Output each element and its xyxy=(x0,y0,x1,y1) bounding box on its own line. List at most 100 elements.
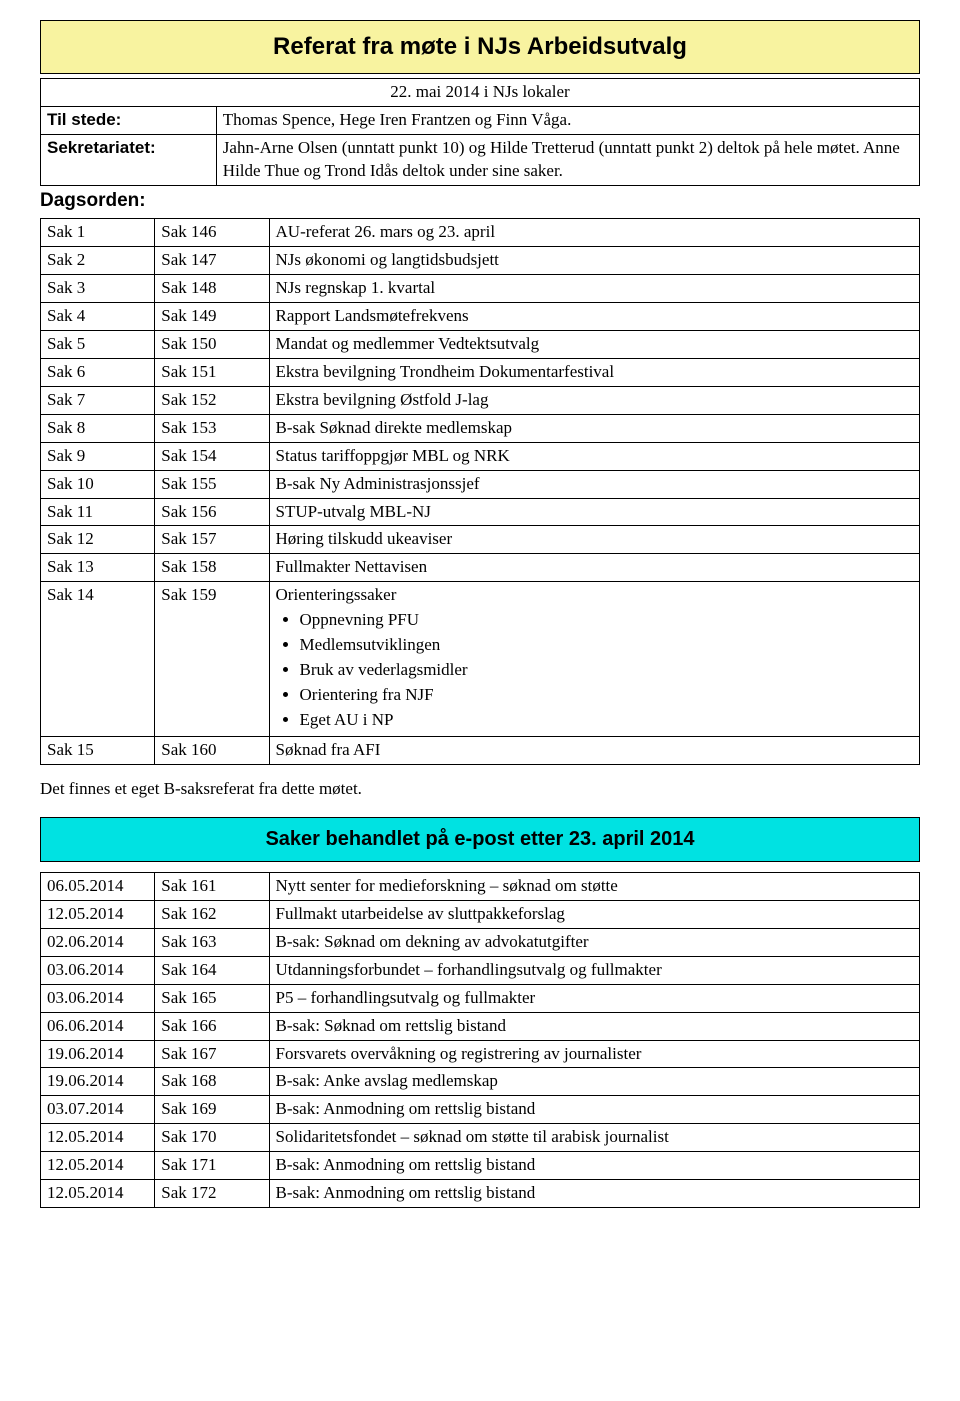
email-desc: Forsvarets overvåkning og registrering a… xyxy=(269,1040,919,1068)
email-desc: Fullmakt utarbeidelse av sluttpakkeforsl… xyxy=(269,900,919,928)
table-row: 03.07.2014Sak 169B-sak: Anmodning om ret… xyxy=(41,1096,920,1124)
email-date: 19.06.2014 xyxy=(41,1040,155,1068)
agenda-col3: AU-referat 26. mars og 23. april xyxy=(269,219,919,247)
email-saknr: Sak 169 xyxy=(155,1096,269,1124)
title-table: Referat fra møte i NJs Arbeidsutvalg xyxy=(40,20,920,74)
agenda-col3: OrienteringssakerOppnevning PFUMedlemsut… xyxy=(269,582,919,737)
table-row: Sak 6Sak 151Ekstra bevilgning Trondheim … xyxy=(41,358,920,386)
agenda-col1: Sak 8 xyxy=(41,414,155,442)
agenda-col3: B-sak Søknad direkte medlemskap xyxy=(269,414,919,442)
email-desc: B-sak: Anmodning om rettslig bistand xyxy=(269,1152,919,1180)
agenda-col2: Sak 160 xyxy=(155,736,269,764)
table-row: Sak 9Sak 154Status tariffoppgjør MBL og … xyxy=(41,442,920,470)
table-row: 12.05.2014Sak 171B-sak: Anmodning om ret… xyxy=(41,1152,920,1180)
agenda-col1: Sak 3 xyxy=(41,275,155,303)
email-desc: Solidaritetsfondet – søknad om støtte ti… xyxy=(269,1124,919,1152)
email-saknr: Sak 167 xyxy=(155,1040,269,1068)
email-cases-table: 06.05.2014Sak 161Nytt senter for mediefo… xyxy=(40,872,920,1208)
table-row: Sak 4Sak 149Rapport Landsmøtefrekvens xyxy=(41,302,920,330)
email-saknr: Sak 161 xyxy=(155,872,269,900)
list-item: Medlemsutviklingen xyxy=(300,634,913,657)
email-desc: B-sak: Anke avslag medlemskap xyxy=(269,1068,919,1096)
email-date: 12.05.2014 xyxy=(41,900,155,928)
table-row: 19.06.2014Sak 167Forsvarets overvåkning … xyxy=(41,1040,920,1068)
agenda-col2: Sak 159 xyxy=(155,582,269,737)
email-saknr: Sak 168 xyxy=(155,1068,269,1096)
email-date: 03.07.2014 xyxy=(41,1096,155,1124)
meeting-info-table: 22. mai 2014 i NJs lokaler Til stede: Th… xyxy=(40,78,920,186)
table-row: Sak 1Sak 146AU-referat 26. mars og 23. a… xyxy=(41,219,920,247)
email-saknr: Sak 172 xyxy=(155,1180,269,1208)
secretariat-value: Jahn-Arne Olsen (unntatt punkt 10) og Hi… xyxy=(216,135,919,186)
email-date: 03.06.2014 xyxy=(41,984,155,1012)
note-text: Det finnes et eget B-saksreferat fra det… xyxy=(40,779,920,799)
agenda-col1: Sak 10 xyxy=(41,470,155,498)
email-section-title-table: Saker behandlet på e-post etter 23. apri… xyxy=(40,817,920,862)
table-row: Sak 14Sak 159OrienteringssakerOppnevning… xyxy=(41,582,920,737)
table-row: 02.06.2014Sak 163B-sak: Søknad om deknin… xyxy=(41,928,920,956)
agenda-col1: Sak 14 xyxy=(41,582,155,737)
agenda-col2: Sak 154 xyxy=(155,442,269,470)
table-row: 03.06.2014Sak 164Utdanningsforbundet – f… xyxy=(41,956,920,984)
table-row: 03.06.2014Sak 165P5 – forhandlingsutvalg… xyxy=(41,984,920,1012)
email-date: 03.06.2014 xyxy=(41,956,155,984)
table-row: Sak 7Sak 152Ekstra bevilgning Østfold J-… xyxy=(41,386,920,414)
email-desc: B-sak: Anmodning om rettslig bistand xyxy=(269,1096,919,1124)
email-section-title: Saker behandlet på e-post etter 23. apri… xyxy=(41,817,920,861)
table-row: Sak 5Sak 150Mandat og medlemmer Vedtekts… xyxy=(41,330,920,358)
agenda-col2: Sak 152 xyxy=(155,386,269,414)
agenda-col2: Sak 150 xyxy=(155,330,269,358)
agenda-col1: Sak 15 xyxy=(41,736,155,764)
agenda-col2: Sak 156 xyxy=(155,498,269,526)
email-date: 12.05.2014 xyxy=(41,1152,155,1180)
agenda-col2: Sak 149 xyxy=(155,302,269,330)
agenda-col3: Status tariffoppgjør MBL og NRK xyxy=(269,442,919,470)
agenda-col3: STUP-utvalg MBL-NJ xyxy=(269,498,919,526)
document-title: Referat fra møte i NJs Arbeidsutvalg xyxy=(41,21,920,74)
orienteringssaker-label: Orienteringssaker xyxy=(276,584,913,607)
table-row: Sak 12Sak 157Høring tilskudd ukeaviser xyxy=(41,526,920,554)
email-desc: B-sak: Søknad om dekning av advokatutgif… xyxy=(269,928,919,956)
email-saknr: Sak 170 xyxy=(155,1124,269,1152)
agenda-col2: Sak 158 xyxy=(155,554,269,582)
attendees-label: Til stede: xyxy=(41,107,217,135)
agenda-col1: Sak 4 xyxy=(41,302,155,330)
email-date: 19.06.2014 xyxy=(41,1068,155,1096)
list-item: Eget AU i NP xyxy=(300,709,913,732)
email-date: 06.06.2014 xyxy=(41,1012,155,1040)
table-row: Sak 13Sak 158Fullmakter Nettavisen xyxy=(41,554,920,582)
email-desc: B-sak: Søknad om rettslig bistand xyxy=(269,1012,919,1040)
email-date: 02.06.2014 xyxy=(41,928,155,956)
list-item: Orientering fra NJF xyxy=(300,684,913,707)
meeting-date: 22. mai 2014 i NJs lokaler xyxy=(41,79,920,107)
table-row: 06.05.2014Sak 161Nytt senter for mediefo… xyxy=(41,872,920,900)
table-row: 06.06.2014Sak 166B-sak: Søknad om rettsl… xyxy=(41,1012,920,1040)
agenda-col1: Sak 2 xyxy=(41,247,155,275)
agenda-col1: Sak 13 xyxy=(41,554,155,582)
agenda-col3: B-sak Ny Administrasjonssjef xyxy=(269,470,919,498)
email-saknr: Sak 162 xyxy=(155,900,269,928)
email-saknr: Sak 171 xyxy=(155,1152,269,1180)
secretariat-label: Sekretariatet: xyxy=(41,135,217,186)
agenda-col1: Sak 11 xyxy=(41,498,155,526)
dagsorden-heading: Dagsorden: xyxy=(40,190,920,212)
table-row: 19.06.2014Sak 168B-sak: Anke avslag medl… xyxy=(41,1068,920,1096)
agenda-col2: Sak 146 xyxy=(155,219,269,247)
agenda-col2: Sak 155 xyxy=(155,470,269,498)
email-date: 12.05.2014 xyxy=(41,1124,155,1152)
table-row: Sak 10Sak 155B-sak Ny Administrasjonssje… xyxy=(41,470,920,498)
agenda-col3: Fullmakter Nettavisen xyxy=(269,554,919,582)
agenda-col3: Rapport Landsmøtefrekvens xyxy=(269,302,919,330)
email-desc: Nytt senter for medieforskning – søknad … xyxy=(269,872,919,900)
agenda-col1: Sak 1 xyxy=(41,219,155,247)
agenda-col1: Sak 9 xyxy=(41,442,155,470)
orienteringssaker-list: Oppnevning PFUMedlemsutviklingenBruk av … xyxy=(300,609,913,732)
table-row: 12.05.2014Sak 172B-sak: Anmodning om ret… xyxy=(41,1180,920,1208)
table-row: Sak 3Sak 148NJs regnskap 1. kvartal xyxy=(41,275,920,303)
table-row: 12.05.2014Sak 162Fullmakt utarbeidelse a… xyxy=(41,900,920,928)
attendees-value: Thomas Spence, Hege Iren Frantzen og Fin… xyxy=(216,107,919,135)
agenda-col3: Ekstra bevilgning Østfold J-lag xyxy=(269,386,919,414)
table-row: Sak 11Sak 156STUP-utvalg MBL-NJ xyxy=(41,498,920,526)
email-desc: P5 – forhandlingsutvalg og fullmakter xyxy=(269,984,919,1012)
agenda-col1: Sak 12 xyxy=(41,526,155,554)
